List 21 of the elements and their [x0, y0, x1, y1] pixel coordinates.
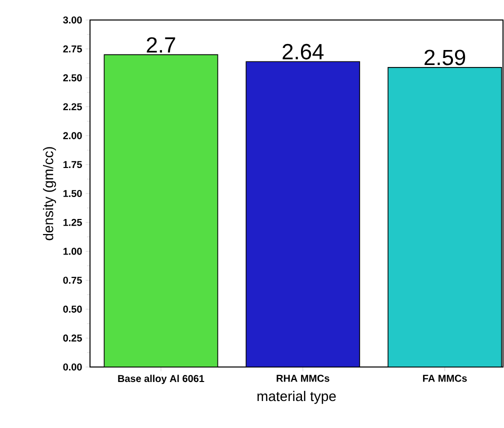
y-tick-label: 0.00	[63, 363, 82, 371]
y-tick-label: 3.00	[63, 16, 82, 24]
y-tick-label: 1.75	[63, 161, 82, 168]
y-tick-label: 1.00	[63, 248, 82, 255]
y-tick-label: 0.25	[63, 334, 82, 342]
y-tick-label: 2.00	[63, 132, 82, 140]
y-tick-label: 0.50	[63, 306, 82, 313]
data-label: 2.7	[146, 37, 176, 53]
y-tick-label: 2.50	[63, 74, 82, 82]
x-tick-label: Base alloy Al 6061	[118, 374, 204, 384]
data-label: 2.64	[282, 44, 324, 60]
y-tick-label: 2.25	[63, 103, 82, 110]
x-tick-label: RHA MMCs	[276, 374, 330, 382]
y-tick-label: 2.75	[63, 45, 82, 52]
x-tick-label: FA MMCs	[423, 374, 467, 382]
y-axis-title: density (gm/cc)	[43, 147, 56, 240]
x-axis-title: material type	[258, 390, 336, 404]
y-tick-label: 0.75	[63, 276, 82, 284]
y-tick-label: 1.50	[63, 190, 82, 198]
data-label: 2.59	[424, 50, 466, 66]
y-tick-label: 1.25	[63, 218, 82, 226]
